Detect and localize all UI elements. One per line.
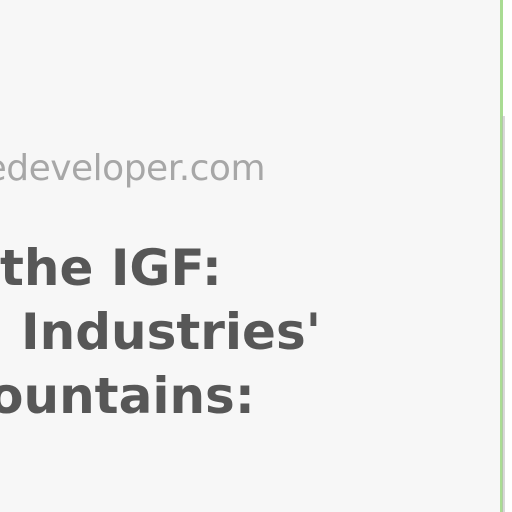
headline-line: lountains: bbox=[0, 367, 255, 425]
scrollbar-thumb[interactable] bbox=[502, 116, 505, 512]
article-content: medeveloper.com the IGF: n Industries' l… bbox=[0, 148, 321, 492]
accent-scrollbar[interactable] bbox=[500, 0, 503, 512]
headline-line: the IGF: bbox=[0, 239, 222, 297]
headline-line: n Industries' bbox=[0, 303, 322, 361]
article-headline[interactable]: the IGF: n Industries' lountains: l bbox=[0, 236, 321, 492]
article-source[interactable]: medeveloper.com bbox=[0, 148, 266, 189]
headline-line: l bbox=[0, 428, 321, 492]
